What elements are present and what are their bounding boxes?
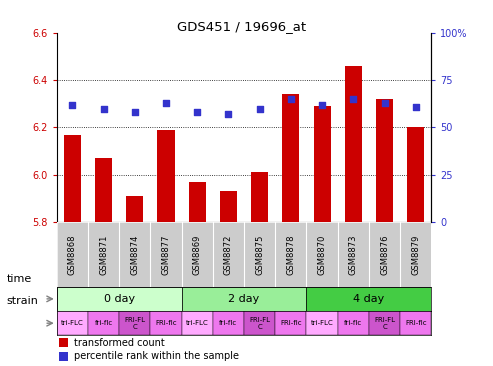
Text: FRI-FL
C: FRI-FL C [374, 317, 395, 330]
Text: GSM8875: GSM8875 [255, 234, 264, 274]
Bar [64, 135, 81, 222]
Bar [345, 66, 362, 222]
Text: 0 day: 0 day [104, 294, 135, 304]
Bar [400, 311, 431, 335]
Bar [126, 196, 143, 222]
Point [193, 109, 201, 115]
Text: GSM8868: GSM8868 [68, 234, 77, 274]
Text: 2 day: 2 day [228, 294, 260, 304]
Bar [407, 127, 424, 222]
Bar [119, 311, 150, 335]
Text: fri-flc: fri-flc [219, 320, 238, 326]
Text: tri-FLC: tri-FLC [186, 320, 209, 326]
Text: FRI-FL
C: FRI-FL C [124, 317, 145, 330]
Bar [251, 172, 268, 222]
Text: GSM8869: GSM8869 [193, 234, 202, 274]
Text: transformed count: transformed count [73, 338, 164, 348]
Text: fri-flc: fri-flc [344, 320, 362, 326]
Bar [95, 158, 112, 222]
Point [412, 104, 420, 109]
Bar [314, 106, 331, 222]
Bar [57, 287, 181, 311]
Bar [189, 182, 206, 222]
Text: time: time [6, 274, 32, 284]
Text: GSM8873: GSM8873 [349, 234, 358, 274]
Bar [57, 311, 88, 335]
Text: GSM8876: GSM8876 [380, 234, 389, 274]
Bar [150, 311, 181, 335]
Bar [282, 94, 299, 222]
Bar [181, 287, 307, 311]
Bar [369, 311, 400, 335]
Bar [220, 191, 237, 222]
Text: GSM8874: GSM8874 [130, 234, 139, 274]
Text: tri-FLC: tri-FLC [61, 320, 84, 326]
Text: GSM8879: GSM8879 [411, 234, 420, 274]
Point [256, 106, 264, 112]
Point [381, 100, 388, 106]
Bar [376, 99, 393, 222]
Point [162, 100, 170, 106]
Text: FRI-flc: FRI-flc [155, 320, 177, 326]
Text: GDS451 / 19696_at: GDS451 / 19696_at [177, 20, 306, 33]
Point [100, 106, 107, 112]
Bar [59, 351, 68, 361]
Bar [244, 311, 275, 335]
Text: GSM8870: GSM8870 [317, 234, 326, 274]
Point [350, 96, 357, 102]
Point [318, 102, 326, 108]
Text: strain: strain [6, 296, 38, 306]
Bar [338, 311, 369, 335]
Bar [88, 311, 119, 335]
Bar [307, 311, 338, 335]
Bar [181, 311, 213, 335]
Text: GSM8877: GSM8877 [162, 234, 171, 274]
Text: GSM8872: GSM8872 [224, 234, 233, 274]
Bar [275, 311, 307, 335]
Text: FRI-flc: FRI-flc [405, 320, 426, 326]
Text: tri-FLC: tri-FLC [311, 320, 333, 326]
Bar [213, 311, 244, 335]
Point [287, 96, 295, 102]
Text: fri-flc: fri-flc [94, 320, 113, 326]
Text: 4 day: 4 day [353, 294, 385, 304]
Text: GSM8871: GSM8871 [99, 234, 108, 274]
Bar [157, 130, 175, 222]
Point [69, 102, 76, 108]
Bar [307, 287, 431, 311]
Text: GSM8878: GSM8878 [286, 234, 295, 274]
Text: FRI-flc: FRI-flc [280, 320, 302, 326]
Bar [59, 338, 68, 347]
Point [224, 111, 232, 117]
Text: FRI-FL
C: FRI-FL C [249, 317, 270, 330]
Text: percentile rank within the sample: percentile rank within the sample [73, 351, 239, 361]
Point [131, 109, 139, 115]
